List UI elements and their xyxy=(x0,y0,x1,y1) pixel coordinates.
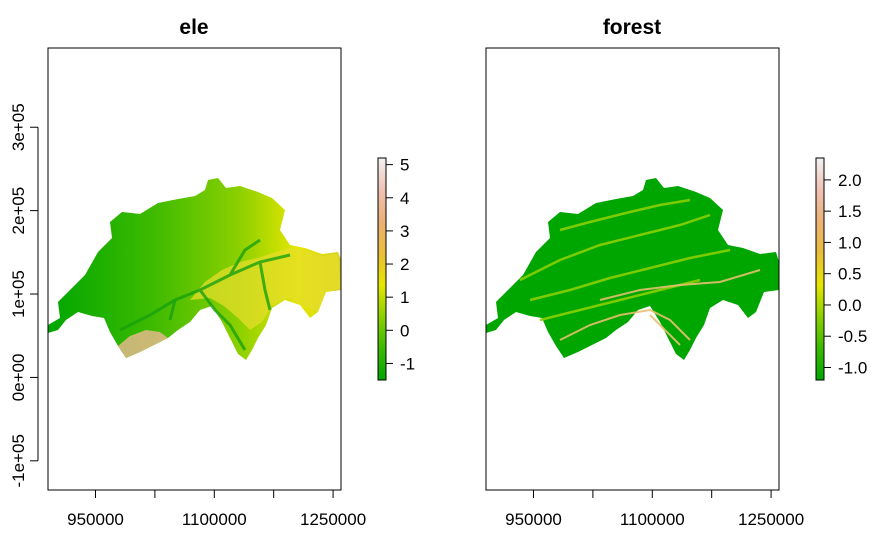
colorbar-forest: -1.0 -0.5 0.0 0.5 1.0 1.5 2.0 xyxy=(815,157,867,381)
x-tick-label: 1100000 xyxy=(620,510,685,529)
colorbar-tick-label: -0.5 xyxy=(838,327,867,346)
x-tick-label: 950000 xyxy=(505,510,562,529)
map-shape-ele xyxy=(48,178,341,360)
x-tick-label: 1250000 xyxy=(300,510,366,529)
y-tick-label: 2e+05 xyxy=(9,187,28,235)
colorbar-ticks-ele: -1 0 1 2 3 4 5 xyxy=(386,156,415,373)
colorbar-tick-label: 1.0 xyxy=(838,233,862,252)
colorbar-ele: -1 0 1 2 3 4 5 xyxy=(377,156,415,381)
colorbar-tick-label: 2 xyxy=(400,255,409,274)
chart-title-ele: ele xyxy=(179,16,208,39)
colorbar-tick-label: 5 xyxy=(400,156,409,175)
x-tick-label: 950000 xyxy=(67,510,124,529)
colorbar-tick-label: -1 xyxy=(400,354,415,373)
colorbar-tick-label: 3 xyxy=(400,222,409,241)
x-tick-label: 1250000 xyxy=(738,510,804,529)
colorbar-tick-label: 2.0 xyxy=(838,171,862,190)
colorbar-tick-label: 0 xyxy=(400,321,409,340)
colorbar-fill-ele xyxy=(377,157,387,381)
colorbar-ticks-forest: -1.0 -0.5 0.0 0.5 1.0 1.5 2.0 xyxy=(824,171,867,377)
x-axis-ele: 950000 1100000 1250000 xyxy=(67,489,366,529)
colorbar-tick-label: 1 xyxy=(400,288,409,307)
open-land-forest xyxy=(519,198,731,322)
raster-ele xyxy=(48,178,341,360)
peak-zone-ele xyxy=(118,330,168,358)
y-tick-label: -1e+05 xyxy=(9,434,28,487)
x-tick-label: 1100000 xyxy=(182,510,247,529)
colorbar-fill-forest xyxy=(815,157,825,381)
y-tick-label: 0e+00 xyxy=(9,354,28,402)
raster-forest xyxy=(486,178,779,360)
panel-forest: forest 950000 1100000 1250000 -1.0 -0.5 0.0 0… xyxy=(485,16,867,529)
colorbar-tick-label: 0.0 xyxy=(838,296,862,315)
valley-network-ele xyxy=(119,238,291,351)
chart-title-forest: forest xyxy=(603,16,661,39)
colorbar-tick-label: -1.0 xyxy=(838,358,867,377)
colorbar-tick-label: 1.5 xyxy=(838,202,862,221)
y-tick-label: 3e+05 xyxy=(9,103,28,151)
colorbar-tick-label: 4 xyxy=(400,189,409,208)
x-axis-forest: 950000 1100000 1250000 xyxy=(505,489,804,529)
y-axis-ele: -1e+05 0e+00 1e+05 2e+05 3e+05 xyxy=(9,103,39,488)
y-tick-label: 1e+05 xyxy=(9,270,28,318)
alpine-open-forest xyxy=(559,269,761,346)
colorbar-tick-label: 0.5 xyxy=(838,265,862,284)
map-shape-forest xyxy=(486,178,779,360)
panel-ele: ele 950000 1100000 1250000 -1e+05 0e+00 1e+0… xyxy=(9,16,415,529)
